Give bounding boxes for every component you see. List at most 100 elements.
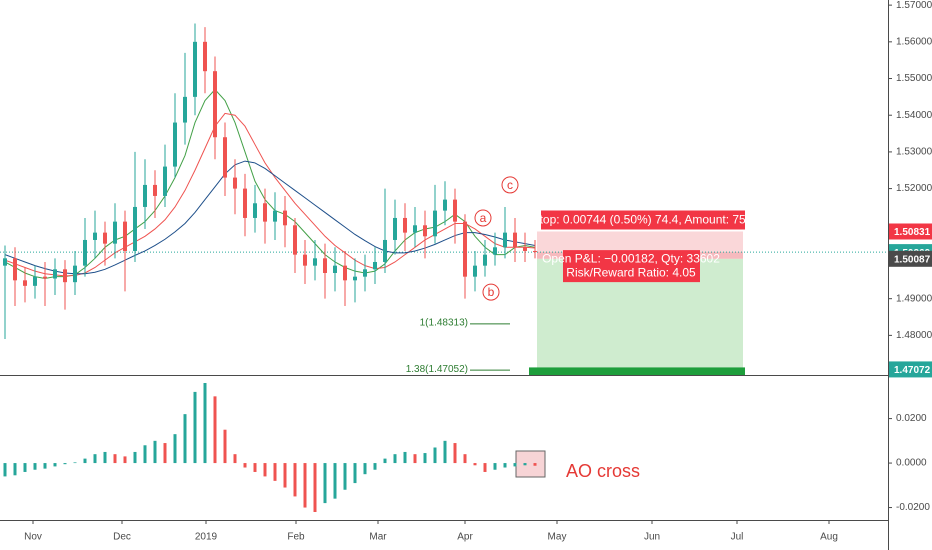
ao-bar — [293, 463, 297, 497]
candle-body — [283, 210, 287, 226]
candle-body — [173, 122, 177, 167]
wave-circle — [501, 176, 519, 194]
candle-body — [193, 41, 197, 97]
ao-bar — [313, 463, 317, 512]
y2-tick-label: 0.0200 — [896, 413, 927, 424]
candle-body — [303, 254, 307, 266]
candle-body — [313, 258, 317, 266]
candle-body — [273, 210, 277, 222]
ao-bar — [233, 454, 237, 464]
x-tick-label: Apr — [457, 532, 473, 543]
x-tick-label: Nov — [24, 532, 42, 543]
candle-body — [3, 258, 7, 266]
ao-bar — [173, 434, 177, 464]
ao-bar — [383, 458, 387, 464]
price-label-bg — [889, 361, 932, 378]
candle-body — [123, 221, 127, 251]
ao-bar — [473, 463, 477, 466]
ao-bar — [43, 463, 47, 469]
candle-body — [393, 217, 397, 240]
ao-bar — [353, 463, 357, 484]
candle-body — [433, 210, 437, 237]
candle-body — [443, 199, 447, 211]
fib-label: 1(1.48313) — [420, 318, 468, 329]
candle-body — [53, 269, 57, 279]
price-label: 1.50831 — [894, 227, 931, 238]
rr-label: Risk/Reward Ratio: 4.05 — [566, 265, 696, 279]
x-tick-label: May — [548, 532, 567, 543]
ao-bar — [103, 451, 107, 464]
ao-bar — [323, 463, 327, 504]
price-label-bg — [889, 223, 932, 240]
ao-bar — [113, 454, 117, 464]
stop-label-bg — [541, 210, 745, 230]
ao-bar — [523, 463, 527, 466]
y-tick-label: 1.52000 — [896, 183, 932, 194]
x-tick-label: Feb — [287, 532, 305, 543]
y-tick-label: 1.48000 — [896, 330, 932, 341]
candle-body — [403, 217, 407, 233]
candle-body — [153, 184, 157, 196]
ao-bar — [263, 463, 267, 477]
ao-bar — [443, 440, 447, 464]
candle-body — [23, 280, 27, 286]
candle-body — [523, 247, 527, 251]
ao-bar — [203, 383, 207, 464]
ao-bar — [153, 440, 157, 464]
target-label-bg — [529, 367, 745, 375]
candle-body — [183, 96, 187, 123]
ao-bar — [483, 463, 487, 472]
candle-body — [323, 258, 327, 273]
wave-label: a — [480, 211, 487, 225]
ao-bar — [123, 456, 127, 464]
candle-body — [473, 265, 477, 277]
y-tick-label: 1.56000 — [896, 36, 932, 47]
x-tick-label: Mar — [369, 532, 387, 543]
candle-body — [423, 225, 427, 237]
candle-body — [333, 265, 337, 273]
pnl-label-bg — [563, 250, 700, 283]
candle-body — [453, 199, 457, 222]
y-tick-label: 1.53000 — [896, 147, 932, 158]
ao-bar — [83, 458, 87, 464]
ao-bar — [213, 396, 217, 464]
y-tick-label: 1.54000 — [896, 110, 932, 121]
y-tick-label: 1.55000 — [896, 73, 932, 84]
candle-body — [513, 232, 517, 248]
candle-body — [43, 276, 47, 279]
ao-bar — [303, 463, 307, 508]
ao-bar — [73, 462, 77, 464]
x-tick-label: Jun — [644, 532, 660, 543]
ao-bar — [133, 451, 137, 464]
annotation: AO cross — [566, 461, 640, 481]
ao-bar — [253, 463, 257, 472]
x-tick-label: Aug — [820, 532, 838, 543]
pnl-label: Open P&L: −0.00182, Qty: 33602 — [542, 251, 720, 265]
y-tick-label: 1.57000 — [896, 0, 932, 11]
x-tick-label: Jul — [731, 532, 744, 543]
wave-circle — [474, 209, 492, 227]
candle-body — [113, 221, 117, 244]
candle-body — [73, 265, 77, 283]
candle-body — [93, 232, 97, 240]
x-tick-label: 2019 — [195, 532, 218, 543]
ao-bar — [423, 453, 427, 464]
ao-bar — [143, 445, 147, 464]
ao-bar — [243, 463, 247, 468]
candle-body — [63, 269, 67, 283]
price-label-bg — [889, 250, 932, 267]
candle-body — [493, 247, 497, 255]
candle-body — [253, 203, 257, 218]
wave-circle — [482, 283, 500, 301]
candle-body — [483, 254, 487, 266]
y2-tick-label: 0.0000 — [896, 458, 927, 469]
ao-bar — [283, 463, 287, 488]
candle-body — [103, 232, 107, 244]
candle-body — [143, 184, 147, 207]
ao-bar — [223, 429, 227, 464]
ao-bar — [93, 454, 97, 464]
candle-body — [133, 206, 137, 251]
candle-body — [13, 258, 17, 281]
candle-body — [413, 225, 417, 233]
highlight-box — [515, 450, 546, 478]
